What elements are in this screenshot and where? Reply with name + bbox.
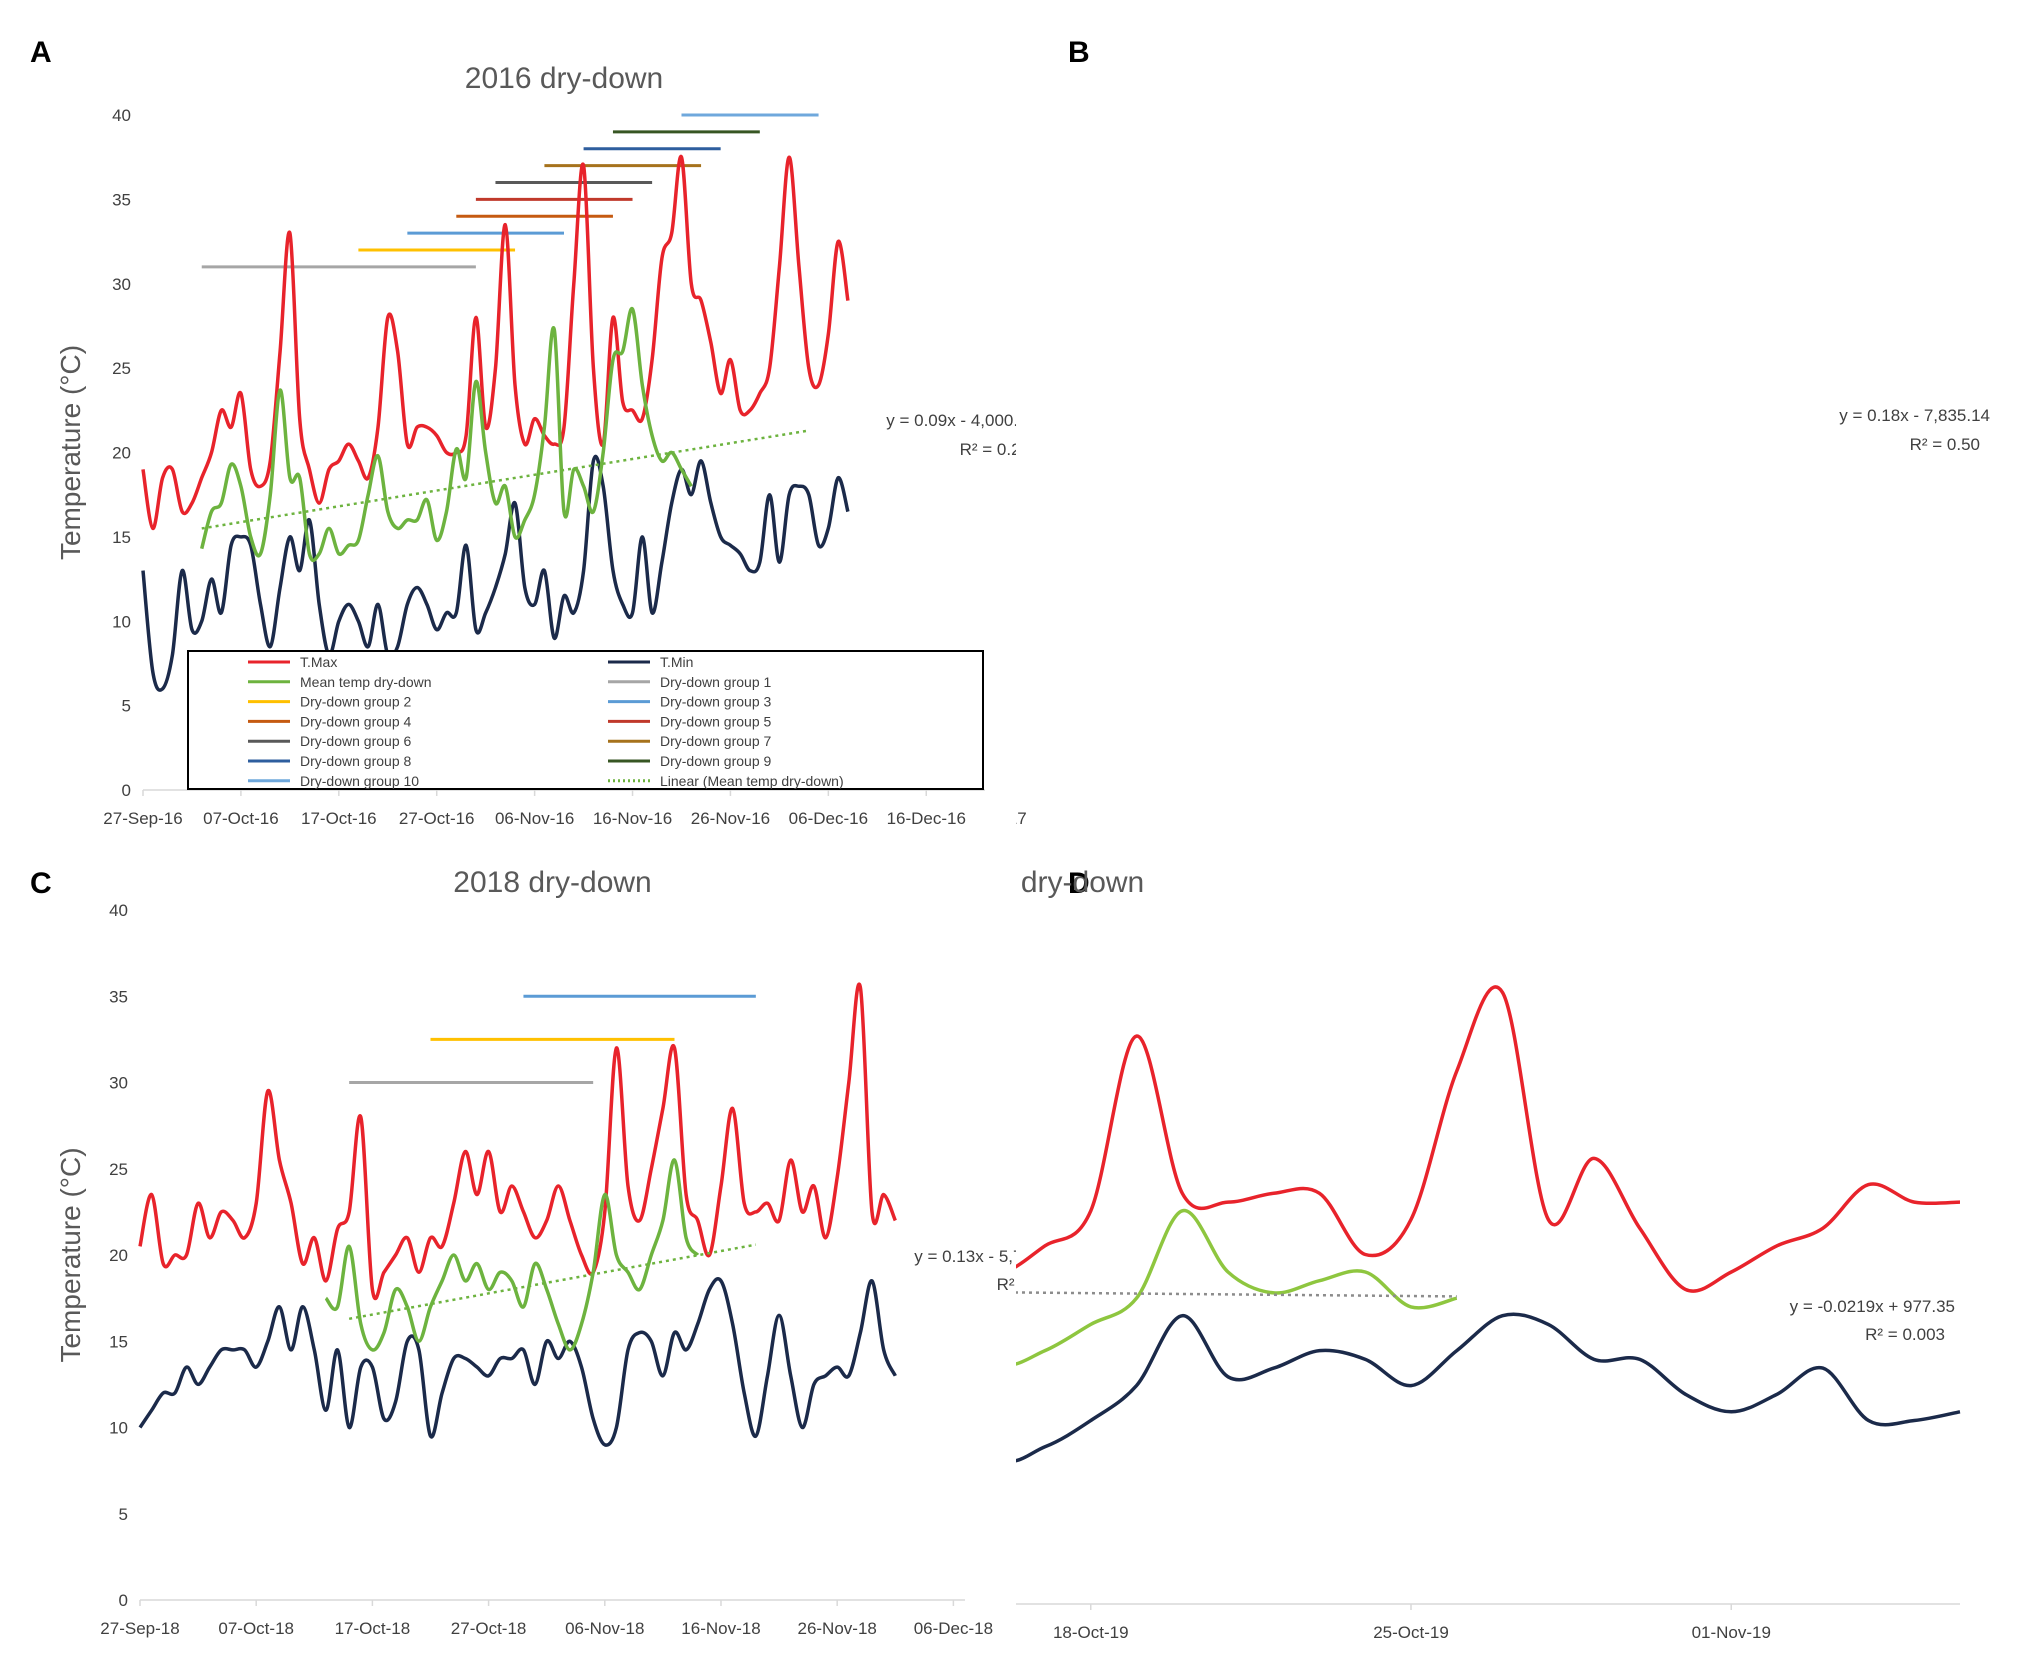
trend-r-squared: R² = 0.50 [1910,435,1980,454]
trend-r-squared: R² = 0.30 [997,1275,1016,1294]
y-tick-label: 30 [109,1074,128,1093]
y-tick-label: 30 [112,275,131,294]
panel-a: A 2016 dry-down Temperature (°C) 0 5 10 15 20 2… [0,0,1016,833]
x-tick-label: 17-Oct-18 [335,1619,411,1638]
x-tick-label: 27-Sep-16 [103,809,182,828]
legend-label: Dry-down group 9 [660,753,771,769]
x-tick-label: 26-Nov-18 [797,1619,876,1638]
chart-a: 2016 dry-down Temperature (°C) 0 5 10 15 20 25 3… [55,62,1016,828]
trend-equation: y = 0.13x - 5,737.83 [914,1247,1016,1266]
x-tick-label: 18-Oct-19 [1053,1623,1129,1642]
series-line-mean-temp-dry-down [200,307,693,563]
chart-b: 2017 dry-down051015202530354022-Sep-1702… [1016,406,1990,828]
y-tick-label: 5 [122,697,131,716]
series-line-mean-temp-dry-down [1016,1209,1458,1366]
chart-title: 2016 dry-down [465,62,663,95]
legend-label: Dry-down group 10 [300,773,419,789]
x-tick-label: 27-Oct-18 [451,1619,527,1638]
panel-letter: B [1068,36,1090,69]
legend-label: Dry-down group 5 [660,713,771,729]
trend-equation: y = 0.09x - 4,000.92 [886,411,1016,430]
y-tick-label: 0 [119,1591,128,1610]
legend-label: Dry-down group 3 [660,694,771,710]
x-tick-label: 01-Dec-17 [1016,809,1027,828]
x-tick-label: 16-Nov-16 [593,809,672,828]
x-tick-label: 27-Sep-18 [100,1619,179,1638]
series-line-t-min [141,454,850,692]
x-tick-label: 25-Oct-19 [1373,1623,1449,1642]
trend-r-squared: R² = 0.003 [1865,1325,1945,1344]
x-tick-label: 07-Oct-18 [218,1619,294,1638]
y-axis-label: Temperature (°C) [55,1147,86,1362]
panel-d: D 2019 dry-down051015202530354027-Sep-19… [1016,833,2033,1667]
legend-label: Dry-down group 4 [300,713,411,729]
y-tick-label: 15 [112,528,131,547]
y-tick-label: 40 [112,106,131,125]
x-tick-label: 01-Nov-19 [1692,1623,1771,1642]
series-line-t-min [1016,1312,1961,1463]
y-tick-label: 25 [112,359,131,378]
series-line-mean-temp-dry-down [324,1158,700,1352]
panel-letter: C [30,867,52,900]
legend-label: Mean temp dry-down [300,674,432,690]
legend-label: T.Max [300,654,337,670]
legend-label: Dry-down group 8 [300,753,411,769]
y-tick-label: 25 [109,1160,128,1179]
trend-r-squared: R² = 0.25 [960,440,1016,459]
series-line-t-max [141,155,850,531]
y-axis-label: Temperature (°C) [55,345,86,560]
series-line-t-max [1016,985,1961,1293]
series-line-t-min [138,1277,897,1447]
x-tick-label: 27-Oct-16 [399,809,475,828]
y-tick-label: 0 [122,781,131,800]
chart-c: 2018 dry-down Temperature (°C) 0 5 10 15 20 25 3… [55,866,1016,1638]
y-tick-label: 20 [109,1246,128,1265]
chart-title: 2019 dry-down [1016,866,1144,899]
panel-letter: A [30,36,52,69]
chart-d: 2019 dry-down051015202530354027-Sep-1904… [1016,866,1961,1642]
legend-label: Dry-down group 6 [300,733,411,749]
trend-equation: y = 0.18x - 7,835.14 [1839,406,1990,425]
trend-line [201,429,809,530]
y-tick-label: 20 [112,444,131,463]
legend-label: Dry-down group 1 [660,674,771,690]
panel-c: C 2018 dry-down Temperature (°C) 0 5 10 15 20 2… [0,833,1016,1667]
x-tick-label: 16-Dec-16 [887,809,966,828]
x-tick-label: 06-Nov-16 [495,809,574,828]
x-tick-label: 06-Nov-18 [565,1619,644,1638]
trend-equation: y = -0.0219x + 977.35 [1790,1297,1955,1316]
y-tick-label: 10 [112,612,131,631]
panel-letter: D [1068,867,1090,900]
legend-label: Dry-down group 2 [300,694,411,710]
x-tick-label: 06-Dec-18 [914,1619,993,1638]
x-tick-label: 17-Oct-16 [301,809,377,828]
y-tick-label: 10 [109,1419,128,1438]
legend-label: T.Min [660,654,693,670]
legend-label: Linear (Mean temp dry-down) [660,773,844,789]
chart-title: 2018 dry-down [453,866,651,899]
legend-box [187,650,984,790]
y-tick-label: 15 [109,1332,128,1351]
x-tick-label: 26-Nov-16 [691,809,770,828]
x-tick-label: 07-Oct-16 [203,809,279,828]
y-tick-label: 40 [109,901,128,920]
legend-label: Dry-down group 7 [660,733,771,749]
y-tick-label: 35 [112,190,131,209]
panel-b: B 2017 dry-down051015202530354022-Sep-17… [1016,0,2033,833]
series-line-t-max [138,982,897,1301]
y-tick-label: 5 [119,1505,128,1524]
y-tick-label: 35 [109,987,128,1006]
trend-line [348,1243,757,1321]
x-tick-label: 06-Dec-16 [789,809,868,828]
x-tick-label: 16-Nov-18 [681,1619,760,1638]
